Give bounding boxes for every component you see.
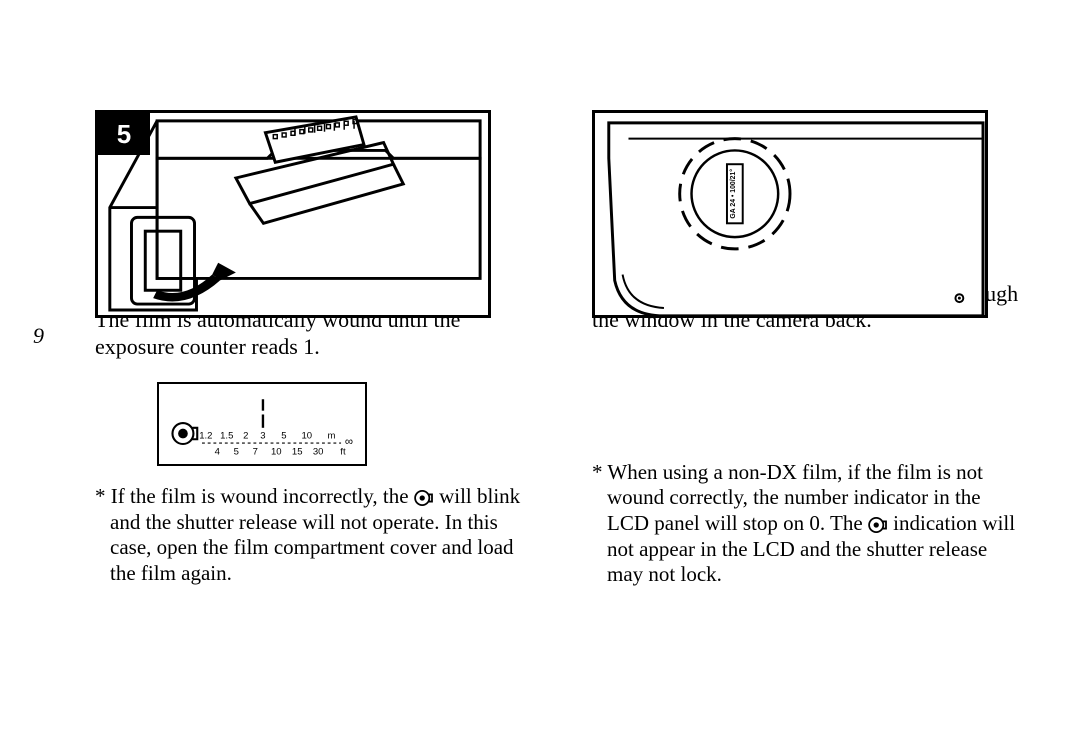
lcd-svg: 1.2 1.5 2 3 5 10 m ∞ 4 5 7 10 15 30 ft (159, 384, 365, 464)
svg-text:10: 10 (271, 447, 282, 458)
svg-text:4: 4 (215, 447, 221, 458)
camera-illustration (98, 113, 488, 318)
svg-text:1.5: 1.5 (220, 430, 233, 441)
figure-film-window: GA 24 • 100/21° (592, 110, 988, 318)
svg-text:∞: ∞ (345, 436, 353, 448)
left-note: * If the film is wound incorrectly, the … (95, 484, 525, 586)
svg-text:30: 30 (313, 447, 324, 458)
svg-text:2: 2 (243, 430, 248, 441)
svg-text:1.2: 1.2 (199, 430, 212, 441)
svg-text:15: 15 (292, 447, 303, 458)
svg-text:5: 5 (234, 447, 239, 458)
figure-step5: 5 (95, 110, 491, 318)
svg-text:GA 24 • 100/21°: GA 24 • 100/21° (729, 169, 737, 219)
lcd-diagram: 1.2 1.5 2 3 5 10 m ∞ 4 5 7 10 15 30 ft (157, 382, 367, 466)
svg-text:10: 10 (301, 430, 312, 441)
svg-text:3: 3 (260, 430, 265, 441)
svg-text:m: m (328, 430, 336, 441)
right-column: GA 24 • 100/21° Film type confirmation: … (592, 55, 1022, 588)
svg-text:7: 7 (253, 447, 258, 458)
svg-text:ft: ft (340, 447, 346, 458)
svg-text:5: 5 (281, 430, 286, 441)
camera-back-illustration: GA 24 • 100/21° (595, 113, 985, 318)
left-column: 5 (95, 55, 525, 587)
page-number: 9 (33, 323, 44, 349)
right-note: * When using a non-DX film, if the film … (592, 460, 1022, 588)
